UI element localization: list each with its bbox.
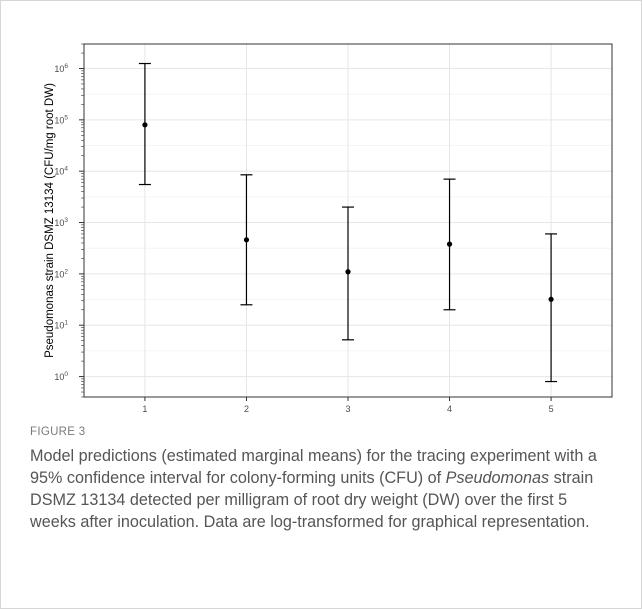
data-point xyxy=(345,269,351,275)
y-axis-title: Pseudomonas strain DSMZ 13134 (CFU/mg ro… xyxy=(44,83,56,358)
data-point xyxy=(243,237,250,243)
y-tick-label: 104 xyxy=(54,166,68,177)
caption-text-2: strain DSMZ 13134 detected per milligram… xyxy=(30,469,594,531)
data-point xyxy=(548,296,554,302)
caption-text-1: Model predictions (estimated marginal me… xyxy=(30,447,597,487)
chart: 10010110210310410510612345weeks after in… xyxy=(44,43,613,414)
figure-label: FIGURE 3 xyxy=(30,426,86,438)
x-tick-label: 1 xyxy=(142,404,147,414)
y-tick-label: 106 xyxy=(54,63,68,74)
y-tick-label: 105 xyxy=(54,114,68,125)
y-tick-label: 100 xyxy=(54,371,68,382)
x-tick-label: 2 xyxy=(244,404,249,414)
plot-border xyxy=(83,43,613,398)
x-tick-label: 5 xyxy=(549,404,554,414)
data-point xyxy=(142,122,148,128)
caption-italic: Pseudomonas xyxy=(445,469,550,487)
y-tick-label: 101 xyxy=(54,320,68,331)
x-tick-label: 4 xyxy=(447,404,452,414)
data-point xyxy=(446,241,453,247)
figure-caption: Model predictions (estimated marginal me… xyxy=(30,445,615,533)
x-tick-label: 3 xyxy=(345,404,350,414)
y-tick-label: 103 xyxy=(54,217,68,228)
y-tick-label: 102 xyxy=(54,268,68,279)
